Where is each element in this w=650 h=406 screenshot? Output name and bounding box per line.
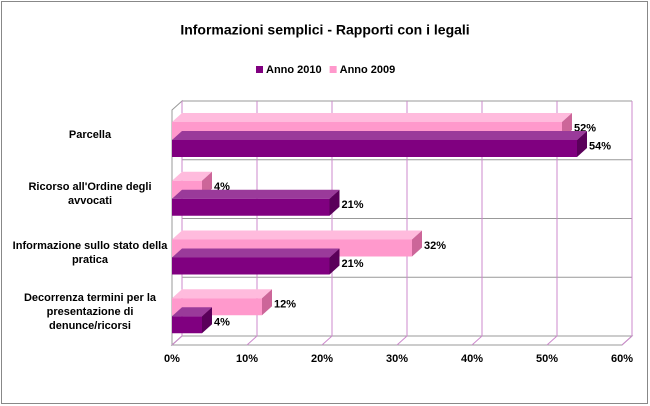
x-tick-label: 10% [236,353,258,365]
category-label: Ricorso all'Ordine degli avvocati [28,181,152,208]
grid-line-floor [321,335,333,346]
legend-swatch [329,66,337,73]
value-label: 32% [424,240,446,252]
bar-top [172,230,422,240]
grid-line-floor [171,335,183,346]
bar-top [172,189,340,199]
x-tick-label: 30% [386,353,408,365]
x-tick-label: 20% [311,353,333,365]
category-label: Informazione sullo stato della pratica [12,239,168,266]
grid-line-floor [621,335,633,346]
x-tick-label: 40% [461,353,483,365]
grid-line-floor [546,335,558,346]
bar-top [172,307,212,317]
grid-line-floor [396,335,408,346]
bar-top [172,289,272,299]
bar-side [577,131,587,157]
x-tick-label: 60% [611,353,633,365]
x-tick-label: 50% [536,353,558,365]
category-label: Parcella [68,129,112,142]
category-label: Decorrenza termini per la presentazione … [23,291,157,332]
x-tick-label: 0% [164,353,180,365]
bar-top [172,113,572,122]
value-label: 54% [589,140,611,152]
bar-side [202,307,212,334]
bar [172,198,330,216]
bar-side [329,189,340,216]
legend-label: Anno 2009 [340,64,396,76]
value-label: 21% [342,258,364,270]
legend-swatch [256,66,263,73]
bar-top [172,171,212,181]
grid-line-floor [246,335,258,346]
bar-side [412,230,422,257]
value-label: 21% [342,199,364,211]
value-label: 12% [274,299,296,311]
grid-line-floor [471,335,483,346]
bar-side [262,289,272,316]
bar-top [172,248,340,258]
value-label: 4% [214,317,230,329]
bar [172,257,330,275]
bar [172,316,202,334]
bar-side [329,248,340,275]
legend-label: Anno 2010 [266,64,322,76]
bar [172,140,577,157]
bar-top [172,131,587,140]
chart-title: Informazioni semplici - Rapporti con i l… [180,22,469,38]
